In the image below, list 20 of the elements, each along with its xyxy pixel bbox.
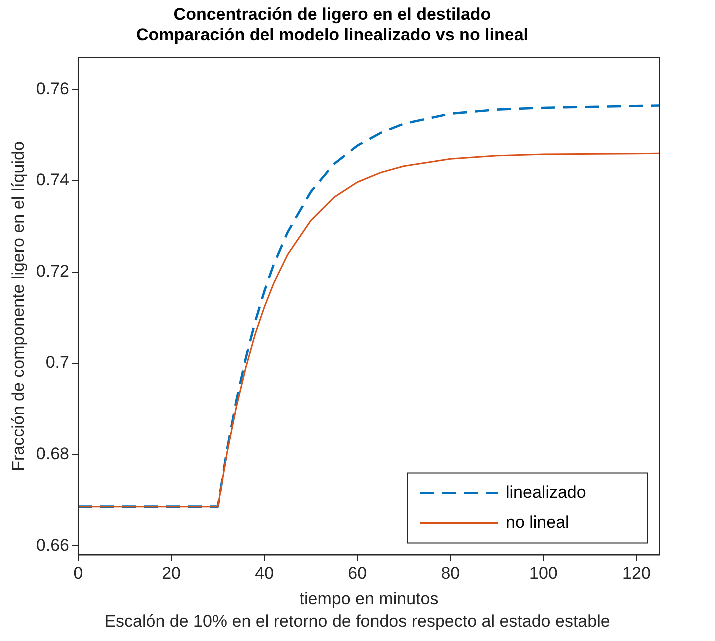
y-tick-label: 0.68 — [36, 444, 70, 464]
x-axis-title: tiempo en minutos — [300, 589, 439, 608]
text: Escalón de 10% en el retorno de fondos respecto al estado estable — [104, 612, 612, 632]
legend-label: no lineal — [506, 512, 570, 532]
x-tick-label: 40 — [255, 564, 274, 584]
y-tick-label: 0.66 — [36, 536, 70, 555]
x-tick-label: 20 — [162, 564, 181, 584]
chart-subtitle: Comparación del modelo linealizado vs no lineal — [136, 25, 529, 44]
y-tick-label: 0.74 — [36, 170, 70, 190]
y-axis-title: Fracción de componente ligero en el líquido — [8, 142, 28, 472]
x-tick-label: 80 — [441, 564, 460, 584]
y-tick-label: 0.7 — [46, 353, 70, 372]
y-tick-label: 0.76 — [36, 79, 70, 98]
x-tick-label: 100 — [530, 564, 558, 584]
x-tick-label: 60 — [348, 564, 368, 584]
x-tick-label: 120 — [622, 564, 651, 584]
chart-title: Concentración de ligero en el destilado — [174, 4, 492, 24]
x-tick-label: 0 — [74, 564, 84, 584]
y-tick-label: 0.72 — [36, 262, 70, 281]
legend-label: linealizado — [506, 482, 586, 502]
